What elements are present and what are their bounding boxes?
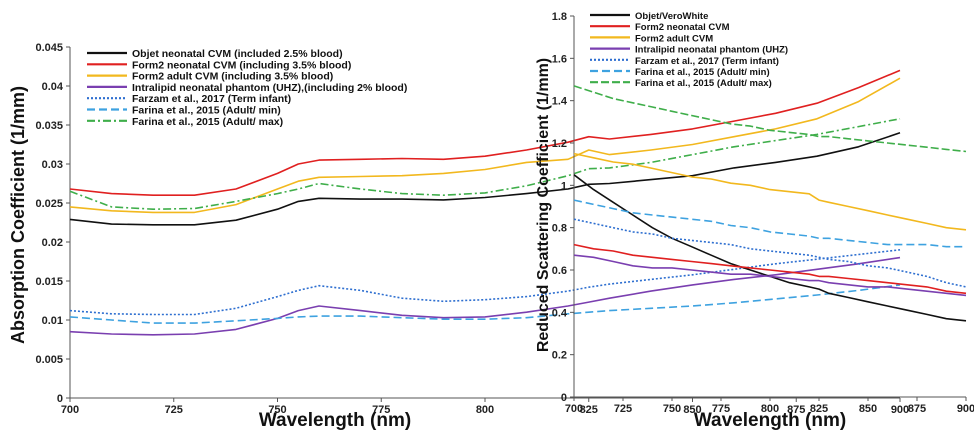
y-tick-label: 0.005 xyxy=(35,354,63,366)
y-axis-title: Reduced Scattering Coefficient (1/mm) xyxy=(535,58,552,352)
series-line-3 xyxy=(69,256,901,336)
x-tick-label: 800 xyxy=(476,404,494,416)
legend-entry-4: Farzam et al., 2017 (Term infant) xyxy=(132,93,291,105)
x-tick-label: 825 xyxy=(810,403,828,415)
x-tick-label: 875 xyxy=(908,403,926,415)
series-layer xyxy=(69,69,901,336)
series-line-3 xyxy=(573,254,967,297)
series-line-2 xyxy=(69,77,901,214)
legend: Objet neonatal CVM (included 2.5% blood)… xyxy=(87,48,407,128)
y-tick-label: 0.045 xyxy=(35,42,63,54)
x-tick-label: 900 xyxy=(957,403,974,415)
y-tick-label: 0.4 xyxy=(552,307,568,319)
x-tick-label: 725 xyxy=(165,404,183,416)
y-tick-label: 0.02 xyxy=(42,237,63,249)
y-tick-label: 0.8 xyxy=(552,223,567,235)
y-tick-label: 0 xyxy=(561,392,567,404)
x-tick-label: 775 xyxy=(712,403,730,415)
x-axis-title: Wavelength (nm) xyxy=(694,410,846,431)
x-tick-label: 900 xyxy=(891,404,909,416)
y-tick-label: 0.04 xyxy=(42,81,64,93)
legend-entry-3: Intralipid neonatal phantom (UHZ),(inclu… xyxy=(132,82,407,94)
legend-entry-4: Farzam et al., 2017 (Term infant) xyxy=(635,56,779,67)
legend-entry-2: Form2 adult CVM (including 3.5% blood) xyxy=(132,71,333,83)
series-line-4 xyxy=(573,218,967,288)
series-line-1 xyxy=(69,69,901,196)
y-tick-label: 0.2 xyxy=(552,350,567,362)
legend-entry-2: Form2 adult CVM xyxy=(635,33,713,44)
y-tick-label: 1 xyxy=(561,180,567,192)
y-tick-label: 0.01 xyxy=(42,315,63,327)
series-line-2 xyxy=(573,152,967,231)
legend-entry-5: Farina et al., 2015 (Adult/ min) xyxy=(635,67,770,78)
series-line-0 xyxy=(573,174,967,322)
series-layer xyxy=(573,85,967,322)
y-tick-label: 0.035 xyxy=(35,120,63,132)
chart-reduced-scattering-coefficient: 700 725 750 775 800 825 850 875 90000.20.40.60.8… xyxy=(535,11,974,431)
x-axis-title: Wavelength (nm) xyxy=(259,410,411,431)
x-tick-label: 800 xyxy=(761,403,779,415)
series-line-5 xyxy=(573,199,966,248)
legend-entry-0: Objet/VeroWhite xyxy=(635,11,708,22)
legend-entry-6: Farina et al., 2015 (Adult/ max) xyxy=(132,116,283,128)
legend-entry-3: Intralipid neonatal phantom (UHZ) xyxy=(635,45,788,56)
x-tick-label: 850 xyxy=(683,404,701,416)
x-tick-label: 700 xyxy=(61,404,79,416)
y-tick-label: 0.015 xyxy=(35,276,63,288)
x-tick-label: 750 xyxy=(663,403,681,415)
y-tick-label: 1.4 xyxy=(552,96,568,108)
y-tick-label: 1.8 xyxy=(552,11,567,23)
y-tick-label: 0.025 xyxy=(35,198,63,210)
legend-entry-5: Farina et al., 2015 (Adult/ min) xyxy=(132,105,281,117)
x-tick-label: 725 xyxy=(614,403,632,415)
series-line-5 xyxy=(69,284,901,324)
chart-absorption-coefficient: 700 725 750 775 800 825 850 875 900 0 0.005 0.01 0.0… xyxy=(8,42,909,431)
legend-entry-1: Form2 neonatal CVM xyxy=(635,22,730,33)
legend-entry-1: Form2 neonatal CVM (including 3.5% blood… xyxy=(132,59,351,71)
legend-entry-6: Farina et al., 2015 (Adult/ max) xyxy=(635,78,772,89)
y-tick-label: 0.03 xyxy=(42,159,63,171)
y-axis-title: Absorption Coefficient (1/mm) xyxy=(8,86,28,344)
x-tick-label: 875 xyxy=(787,404,805,416)
x-tick-label: 850 xyxy=(859,403,877,415)
x-tick-label: 700 xyxy=(565,403,583,415)
series-line-6 xyxy=(69,118,901,210)
axes: 700 725 750 775 800 825 850 875 90000.20.40.60.8… xyxy=(552,11,974,415)
y-tick-label: 1.6 xyxy=(552,53,567,65)
axes: 700 725 750 775 800 825 850 875 900 0 0.005 0.01 0.0… xyxy=(35,42,909,416)
legend-entry-0: Objet neonatal CVM (included 2.5% blood) xyxy=(132,48,343,60)
x-tick-label: 750 xyxy=(268,404,286,416)
x-tick-label: 775 xyxy=(372,404,390,416)
series-line-6 xyxy=(573,85,967,153)
y-tick-label: 1.2 xyxy=(552,138,567,150)
x-tick-label: 825 xyxy=(580,404,598,416)
y-tick-label: 0 xyxy=(57,393,63,405)
series-line-0 xyxy=(69,132,901,226)
y-tick-label: 0.6 xyxy=(552,265,567,277)
series-line-1 xyxy=(573,243,967,295)
